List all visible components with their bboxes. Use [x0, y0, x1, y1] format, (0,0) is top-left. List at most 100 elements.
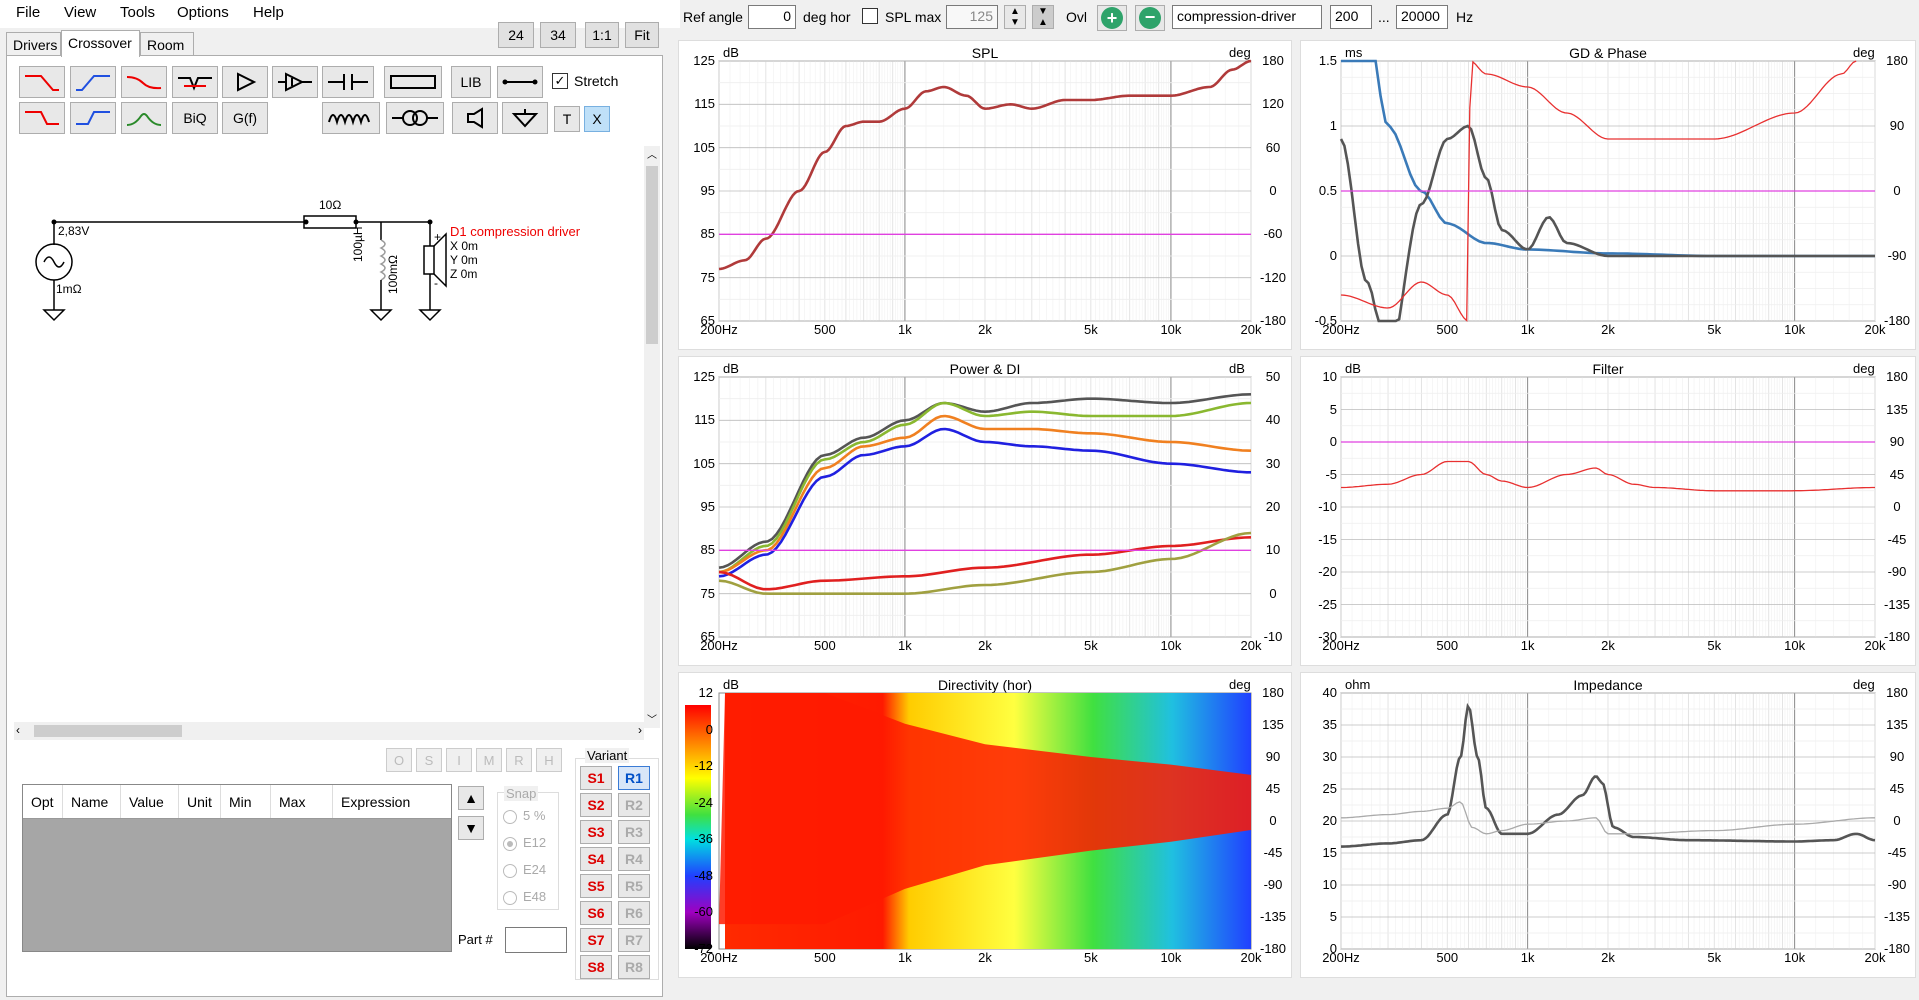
- lowpass-filter-button[interactable]: [19, 66, 65, 98]
- zoom-24-button[interactable]: 24: [498, 22, 534, 48]
- variant-r6-button[interactable]: R6: [618, 901, 650, 925]
- opt-s-button[interactable]: S: [416, 748, 442, 772]
- schematic-canvas[interactable]: 2,83V 1mΩ 10Ω 100µH 100mΩ + - D1 compres…: [16, 150, 644, 730]
- tab-room[interactable]: Room: [140, 32, 194, 56]
- opt-m-button[interactable]: M: [476, 748, 502, 772]
- highpass-2-button[interactable]: [70, 102, 116, 134]
- col-value[interactable]: Value: [121, 785, 179, 818]
- variant-r7-button[interactable]: R7: [618, 928, 650, 952]
- tab-drivers[interactable]: Drivers: [6, 32, 61, 56]
- move-down-button[interactable]: ▼: [458, 816, 484, 840]
- variant-s7-button[interactable]: S7: [580, 928, 612, 952]
- col-max[interactable]: Max: [271, 785, 333, 818]
- spl-max-checkbox[interactable]: [862, 8, 878, 24]
- freq-low-input[interactable]: 200: [1330, 5, 1372, 29]
- lowshelf-filter-button[interactable]: [121, 66, 167, 98]
- variant-r5-button[interactable]: R5: [618, 874, 650, 898]
- overlay-add-button[interactable]: +: [1097, 5, 1127, 31]
- opt-h-button[interactable]: H: [536, 748, 562, 772]
- power-di-chart[interactable]: Power & DI 125 115 105 95 85 75 65 50 40 30 20 10 0 -1…: [678, 356, 1292, 666]
- col-expression[interactable]: Expression: [341, 793, 411, 810]
- menu-tools[interactable]: Tools: [120, 4, 156, 21]
- variant-s4-button[interactable]: S4: [580, 847, 612, 871]
- text-tool-button[interactable]: T: [554, 106, 580, 132]
- opt-r-button[interactable]: R: [506, 748, 532, 772]
- delete-x-button[interactable]: X: [584, 106, 610, 132]
- col-opt[interactable]: Opt: [23, 785, 63, 818]
- variant-s2-button[interactable]: S2: [580, 793, 612, 817]
- library-button[interactable]: LIB: [451, 66, 491, 98]
- col-min[interactable]: Min: [221, 785, 271, 818]
- zoom-1-1-button[interactable]: 1:1: [585, 22, 619, 48]
- tab-crossover[interactable]: Crossover: [61, 30, 140, 57]
- variant-s8-button[interactable]: S8: [580, 955, 612, 979]
- menu-view[interactable]: View: [64, 4, 97, 21]
- spl-max-input[interactable]: 125: [946, 5, 998, 29]
- parameter-table[interactable]: Opt Name Value Unit Min Max Expression: [22, 784, 452, 952]
- stretch-checkbox[interactable]: ✓: [552, 73, 568, 89]
- inductor-button[interactable]: [322, 102, 380, 134]
- spl-chart[interactable]: SPL 125 115 105 95 85 75 65 180 120 60 0 -60 -120 -180…: [678, 40, 1292, 350]
- buffer-button[interactable]: [272, 66, 318, 98]
- impedance-chart[interactable]: Impedance 40 35 30 25 20 15 10 5 0 180 135 90 45 0 -45 -…: [1300, 672, 1916, 978]
- variant-s3-button[interactable]: S3: [580, 820, 612, 844]
- overlay-remove-button[interactable]: −: [1135, 5, 1165, 31]
- notch-filter-button[interactable]: [172, 66, 218, 98]
- part-number-input[interactable]: [505, 927, 567, 953]
- spl-max-spinner[interactable]: ▲ ▼: [1004, 5, 1026, 29]
- horizontal-scrollbar[interactable]: ‹ ›: [14, 722, 644, 740]
- filter-chart[interactable]: Filter 10 5 0 -5 -10 -15 -20 -25 -30 180 135 90 45 0 -4…: [1300, 356, 1916, 666]
- variant-s1-button[interactable]: S1: [580, 766, 612, 790]
- gd-phase-chart[interactable]: GD & Phase 1.5 1 0.5 0 -0.5 180 90 0 -90 -180 ms deg…: [1300, 40, 1916, 350]
- y-tick-label: 85: [700, 226, 715, 242]
- wire-button[interactable]: [497, 66, 543, 98]
- overlay-name-input[interactable]: compression-driver: [1172, 5, 1322, 29]
- menu-help[interactable]: Help: [253, 4, 284, 21]
- highpass-filter-button[interactable]: [70, 66, 116, 98]
- snap-option-e48[interactable]: E48: [503, 889, 546, 905]
- variant-r3-button[interactable]: R3: [618, 820, 650, 844]
- transformer-button[interactable]: [386, 102, 444, 134]
- variant-r2-button[interactable]: R2: [618, 793, 650, 817]
- col-unit[interactable]: Unit: [179, 785, 221, 818]
- ground-button[interactable]: [502, 102, 548, 134]
- scroll-left-icon[interactable]: ‹: [16, 723, 20, 737]
- capacitor-button[interactable]: [322, 66, 374, 98]
- zoom-fit-button[interactable]: Fit: [625, 22, 659, 48]
- snap-option-5[interactable]: 5 %: [503, 808, 545, 824]
- scroll-right-icon[interactable]: ›: [638, 723, 642, 737]
- amplifier-button[interactable]: [222, 66, 268, 98]
- speaker-button[interactable]: [452, 102, 498, 134]
- freq-high-input[interactable]: 20000: [1396, 5, 1448, 29]
- biquad-button[interactable]: BiQ: [172, 102, 218, 134]
- scroll-up-icon[interactable]: ︿: [647, 150, 657, 161]
- menu-options[interactable]: Options: [177, 4, 229, 21]
- zoom-34-button[interactable]: 34: [540, 22, 576, 48]
- variant-s6-button[interactable]: S6: [580, 901, 612, 925]
- bandpass-button[interactable]: [121, 102, 167, 134]
- col-name[interactable]: Name: [63, 785, 121, 818]
- scroll-down-icon[interactable]: ﹀: [647, 715, 657, 726]
- y2-tick-label: -10: [1263, 629, 1283, 644]
- variant-s5-button[interactable]: S5: [580, 874, 612, 898]
- move-up-button[interactable]: ▲: [458, 786, 484, 810]
- directivity-chart[interactable]: Directivity (hor) 12 0 -12 -24 -36 -48 -60 -72 18…: [678, 672, 1292, 978]
- spl-max-fit-button[interactable]: ▼ ▲: [1032, 5, 1054, 29]
- snap-option-e12[interactable]: E12: [503, 835, 546, 851]
- resistor-button[interactable]: [384, 66, 442, 98]
- opt-i-button[interactable]: I: [446, 748, 472, 772]
- variant-r4-button[interactable]: R4: [618, 847, 650, 871]
- opt-o-button[interactable]: O: [386, 748, 412, 772]
- vertical-scrollbar[interactable]: ︿ ﹀: [644, 146, 660, 728]
- variant-r1-button[interactable]: R1: [618, 766, 650, 790]
- ref-angle-input[interactable]: 0: [748, 5, 796, 29]
- buffer-icon: [278, 72, 312, 92]
- vertical-scroll-thumb[interactable]: [646, 166, 658, 344]
- y2-tick-label: 135: [1886, 401, 1908, 417]
- variant-r8-button[interactable]: R8: [618, 955, 650, 979]
- lowpass-2-button[interactable]: [19, 102, 65, 134]
- snap-option-e24[interactable]: E24: [503, 862, 546, 878]
- horizontal-scroll-thumb[interactable]: [34, 725, 182, 737]
- transfer-function-button[interactable]: G(f): [222, 102, 268, 134]
- menu-file[interactable]: File: [16, 4, 41, 21]
